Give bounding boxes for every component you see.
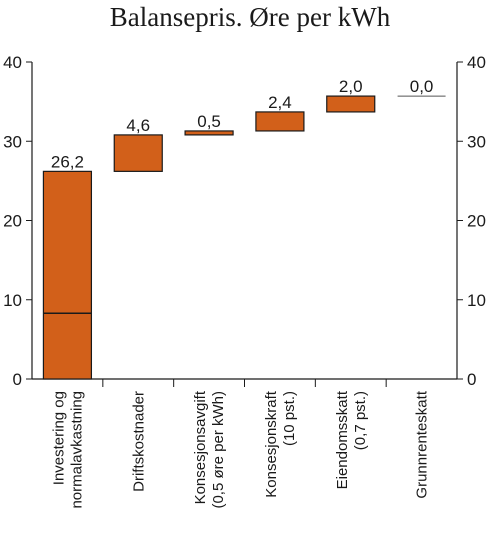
y-tick-label-left-0: 0: [13, 370, 22, 389]
data-label-1: 4,6: [126, 116, 150, 135]
data-label-0: 26,2: [51, 152, 84, 171]
bar-2: [184, 130, 234, 136]
y-tick-label-right-1: 10: [467, 291, 486, 310]
category-labels: Investering og normalavkastning Driftskost…: [50, 390, 430, 508]
category-label-4: Eiendomsskatt (0,7 pst.): [334, 390, 369, 489]
y-tick-label-right-2: 20: [467, 212, 486, 231]
y-tick-label-left-1: 10: [3, 291, 22, 310]
y-tick-label-right-0: 0: [467, 370, 476, 389]
category-label-2-line-0: Konsesjonsavgift: [192, 390, 209, 504]
category-label-5-line-0: Grunnrenteskatt: [414, 390, 431, 498]
data-label-5: 0,0: [410, 77, 434, 96]
data-label-2: 0,5: [197, 112, 221, 131]
category-label-2-line-1: (0,5 øre per kWh): [210, 391, 227, 509]
y-tick-label-right-3: 30: [467, 132, 486, 151]
y-tick-label-right-4: 40: [467, 53, 486, 72]
y-tick-label-left-3: 30: [3, 132, 22, 151]
category-label-5: Grunnrenteskatt: [414, 390, 431, 498]
tick-labels: 0 0 10 10 20 20 30 30 40 40: [3, 53, 486, 389]
category-label-4-line-0: Eiendomsskatt: [334, 390, 351, 489]
category-label-3: Konsesjonskraft (10 pst.): [263, 390, 298, 498]
category-label-4-line-1: (0,7 pst.): [352, 391, 369, 450]
bar-1: [113, 134, 163, 172]
category-label-3-line-0: Konsesjonskraft: [263, 390, 280, 498]
category-label-0: Investering og normalavkastning: [50, 391, 85, 509]
bars: [42, 95, 446, 380]
data-labels: 26,2 4,6 0,5 2,4 2,0 0,0: [51, 77, 434, 171]
data-label-3: 2,4: [268, 93, 292, 112]
y-tick-label-left-4: 40: [3, 53, 22, 72]
category-label-2: Konsesjonsavgift (0,5 øre per kWh): [192, 390, 227, 508]
bar-3: [255, 111, 305, 132]
category-label-1-line-0: Driftskostnader: [130, 391, 147, 492]
chart-title: Balansepris. Øre per kWh: [109, 2, 391, 32]
category-label-3-line-1: (10 pst.): [281, 391, 298, 446]
category-label-1: Driftskostnader: [130, 391, 147, 492]
data-label-4: 2,0: [339, 77, 363, 96]
axes: [26, 61, 463, 387]
y-tick-label-left-2: 20: [3, 212, 22, 231]
category-label-0-line-0: Investering og: [50, 391, 67, 485]
category-label-0-line-1: normalavkastning: [68, 391, 85, 509]
bar-0: [42, 170, 93, 380]
bar-4: [326, 95, 376, 113]
